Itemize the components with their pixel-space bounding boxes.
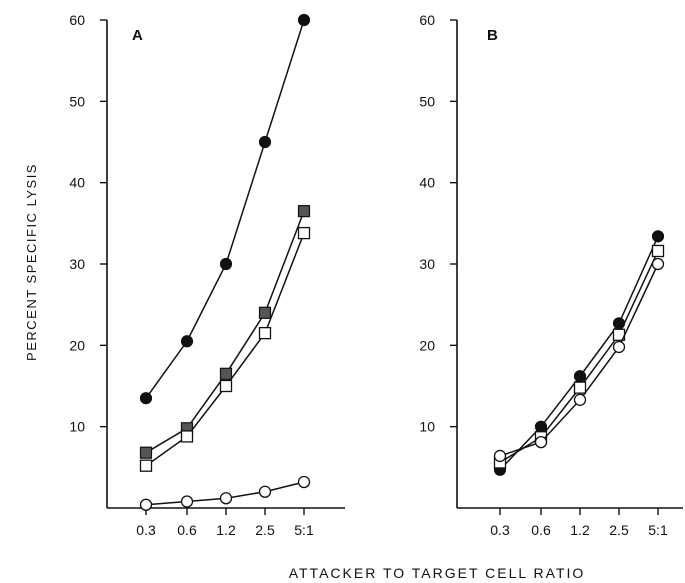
x-tick-label: 0.3 [136,522,156,538]
x-tick-label: 2.5 [609,522,629,538]
data-point-filled-square [297,205,311,218]
data-point-filled-circle [258,135,272,149]
x-tick-label: 1.2 [570,522,590,538]
y-tick-label: 30 [69,256,85,272]
x-tick-label: 5:1 [648,522,668,538]
x-tick-label: 0.3 [490,522,510,538]
x-tick-label: 1.2 [216,522,236,538]
y-tick-label: 10 [69,419,85,435]
data-point-open-square [651,244,665,258]
data-point-open-square [258,326,272,340]
y-tick-label: 30 [419,256,435,272]
data-point-open-circle [534,435,548,449]
data-point-filled-circle [139,392,153,405]
data-point-open-square [180,430,194,443]
data-point-open-square [573,381,587,394]
data-point-open-circle [493,449,507,463]
data-point-open-circle [139,498,153,511]
y-tick-label: 50 [69,93,85,109]
panel-b-series [493,230,665,476]
x-tick-label: 0.6 [177,522,197,538]
series-line-filled-square [145,210,305,454]
data-point-open-square [219,379,233,393]
panel-b-x-ticks: 0.3 0.6 1.2 2.5 5:1 [490,508,668,538]
data-point-filled-circle [573,370,587,383]
data-point-open-circle [651,257,665,271]
data-point-filled-circle [219,257,233,271]
data-point-filled-square [258,306,272,319]
panel-b-label: B [487,27,498,44]
y-tick-label: 20 [69,337,85,353]
panel-b-y-ticks: 10 20 30 40 50 60 [419,12,457,435]
y-tick-label: 40 [69,175,85,191]
data-point-filled-circle [297,13,311,27]
panel-a-x-ticks: 0.3 0.6 1.2 2.5 5:1 [136,508,314,538]
panel-a-y-ticks: 10 20 30 40 50 60 [69,12,107,435]
data-point-filled-circle [180,335,194,348]
data-point-filled-circle [534,420,548,433]
series-line-open-square [499,250,659,464]
y-tick-label: 60 [419,12,435,28]
y-tick-label: 50 [419,93,435,109]
y-tick-label: 60 [69,12,85,28]
y-tick-label: 20 [419,337,435,353]
data-point-open-circle [258,485,272,498]
data-point-open-square [297,226,311,240]
x-tick-label: 0.6 [531,522,551,538]
data-point-filled-circle [651,230,665,243]
x-tick-label: 2.5 [255,522,275,538]
data-point-filled-square [139,446,153,459]
data-point-open-circle [297,475,311,489]
data-point-open-circle [612,340,626,354]
y-axis-title: PERCENT SPECIFIC LYSIS [24,163,39,361]
series-line-open-circle [499,263,659,457]
series-line-filled-circle [145,19,305,399]
data-point-open-circle [180,495,194,508]
y-tick-label: 10 [419,419,435,435]
panel-a: A 10 20 30 40 50 60 0.3 0.6 1.2 2.5 5:1 [69,12,345,538]
data-point-filled-square [219,367,233,380]
series-line-filled-circle [499,236,659,471]
y-tick-label: 40 [419,175,435,191]
panel-b: B 10 20 30 40 50 60 0.3 0.6 1.2 2.5 5:1 [419,12,683,538]
panel-a-series [139,13,311,511]
x-axis-title: ATTACKER TO TARGET CELL RATIO [289,565,586,581]
data-point-open-square [139,459,153,472]
x-tick-label: 5:1 [294,522,314,538]
panel-a-label: A [132,27,143,44]
data-point-open-circle [573,393,587,406]
data-point-open-circle [219,492,233,505]
